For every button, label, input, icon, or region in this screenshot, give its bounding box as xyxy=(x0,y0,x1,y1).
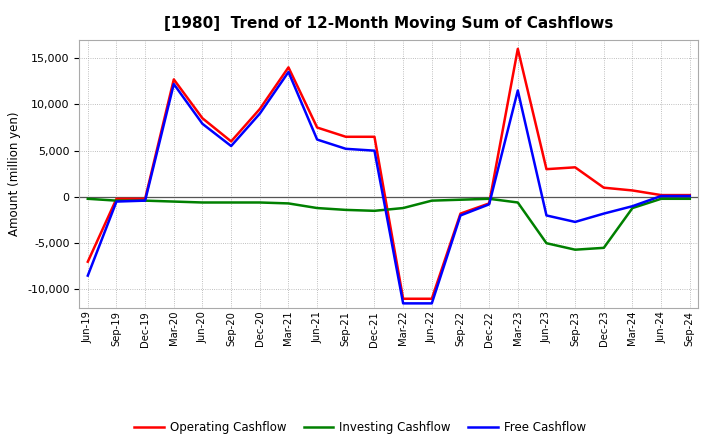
Investing Cashflow xyxy=(141,198,150,203)
Operating Cashflow xyxy=(312,125,321,130)
Investing Cashflow xyxy=(571,247,580,252)
Free Cashflow xyxy=(456,213,465,218)
Free Cashflow xyxy=(428,301,436,306)
Free Cashflow xyxy=(169,81,178,87)
Investing Cashflow xyxy=(227,200,235,205)
Investing Cashflow xyxy=(399,205,408,211)
Free Cashflow xyxy=(370,148,379,153)
Operating Cashflow xyxy=(542,166,551,172)
Free Cashflow xyxy=(513,88,522,93)
Free Cashflow xyxy=(685,193,694,198)
Investing Cashflow xyxy=(84,196,92,202)
Free Cashflow xyxy=(198,121,207,126)
Free Cashflow xyxy=(657,193,665,198)
Free Cashflow xyxy=(341,146,350,151)
Operating Cashflow xyxy=(141,196,150,202)
Investing Cashflow xyxy=(112,198,121,203)
Investing Cashflow xyxy=(542,241,551,246)
Operating Cashflow xyxy=(513,46,522,51)
Operating Cashflow xyxy=(628,188,636,193)
Operating Cashflow xyxy=(256,106,264,112)
Investing Cashflow xyxy=(256,200,264,205)
Free Cashflow xyxy=(256,111,264,116)
Operating Cashflow xyxy=(341,134,350,139)
Investing Cashflow xyxy=(685,196,694,202)
Y-axis label: Amount (million yen): Amount (million yen) xyxy=(9,112,22,236)
Operating Cashflow xyxy=(600,185,608,191)
Free Cashflow xyxy=(84,273,92,278)
Legend: Operating Cashflow, Investing Cashflow, Free Cashflow: Operating Cashflow, Investing Cashflow, … xyxy=(130,416,590,439)
Free Cashflow xyxy=(312,137,321,142)
Free Cashflow xyxy=(600,211,608,216)
Investing Cashflow xyxy=(169,199,178,204)
Investing Cashflow xyxy=(198,200,207,205)
Free Cashflow xyxy=(399,301,408,306)
Operating Cashflow xyxy=(399,296,408,301)
Operating Cashflow xyxy=(370,134,379,139)
Investing Cashflow xyxy=(600,245,608,250)
Free Cashflow xyxy=(112,199,121,204)
Free Cashflow xyxy=(542,213,551,218)
Investing Cashflow xyxy=(341,207,350,213)
Investing Cashflow xyxy=(428,198,436,203)
Operating Cashflow xyxy=(685,192,694,198)
Investing Cashflow xyxy=(657,196,665,202)
Investing Cashflow xyxy=(370,208,379,213)
Investing Cashflow xyxy=(284,201,293,206)
Operating Cashflow xyxy=(428,296,436,301)
Free Cashflow xyxy=(571,219,580,224)
Free Cashflow xyxy=(485,202,493,207)
Operating Cashflow xyxy=(571,165,580,170)
Title: [1980]  Trend of 12-Month Moving Sum of Cashflows: [1980] Trend of 12-Month Moving Sum of C… xyxy=(164,16,613,32)
Investing Cashflow xyxy=(628,205,636,211)
Free Cashflow xyxy=(628,204,636,209)
Operating Cashflow xyxy=(485,201,493,206)
Operating Cashflow xyxy=(284,65,293,70)
Operating Cashflow xyxy=(657,192,665,198)
Operating Cashflow xyxy=(169,77,178,82)
Investing Cashflow xyxy=(485,196,493,202)
Line: Free Cashflow: Free Cashflow xyxy=(88,72,690,303)
Operating Cashflow xyxy=(112,196,121,202)
Operating Cashflow xyxy=(456,211,465,216)
Free Cashflow xyxy=(284,70,293,75)
Operating Cashflow xyxy=(227,139,235,144)
Free Cashflow xyxy=(227,143,235,149)
Operating Cashflow xyxy=(84,259,92,264)
Line: Investing Cashflow: Investing Cashflow xyxy=(88,199,690,249)
Investing Cashflow xyxy=(312,205,321,211)
Investing Cashflow xyxy=(513,200,522,205)
Operating Cashflow xyxy=(198,116,207,121)
Investing Cashflow xyxy=(456,197,465,202)
Free Cashflow xyxy=(141,198,150,203)
Line: Operating Cashflow: Operating Cashflow xyxy=(88,49,690,299)
